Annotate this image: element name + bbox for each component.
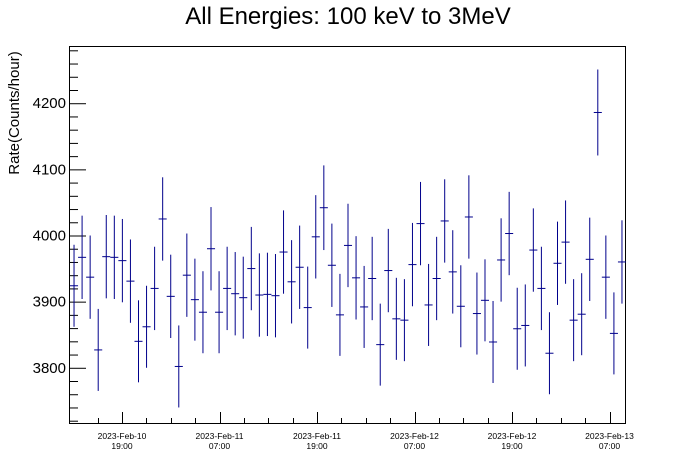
data-point bbox=[472, 272, 481, 355]
data-point bbox=[497, 218, 506, 302]
data-point bbox=[311, 195, 320, 279]
data-point bbox=[70, 244, 79, 327]
data-point bbox=[464, 175, 473, 259]
data-point bbox=[408, 222, 417, 307]
x-tick-date: 2023-Feb-12 bbox=[488, 431, 537, 441]
data-point bbox=[327, 223, 336, 307]
data-point bbox=[239, 256, 248, 339]
y-axis-label: Rate(Counts/hour) bbox=[6, 51, 23, 174]
data-point bbox=[78, 215, 87, 299]
x-tick-time: 19:00 bbox=[111, 441, 133, 451]
data-point bbox=[215, 271, 224, 354]
x-tick-time: 07:00 bbox=[599, 441, 621, 451]
data-point bbox=[126, 239, 135, 323]
data-point bbox=[174, 325, 183, 408]
data-point bbox=[456, 265, 465, 348]
data-point bbox=[352, 236, 361, 320]
data-point bbox=[287, 240, 296, 324]
data-point bbox=[86, 235, 95, 319]
data-point bbox=[424, 263, 433, 346]
x-axis: 2023-Feb-1019:002023-Feb-1107:002023-Feb… bbox=[98, 412, 634, 451]
data-point bbox=[440, 179, 449, 263]
data-point bbox=[368, 236, 377, 321]
data-point bbox=[94, 308, 103, 391]
data-point bbox=[271, 254, 280, 338]
data-point bbox=[279, 210, 288, 294]
data-point bbox=[158, 177, 167, 261]
x-tick-time: 07:00 bbox=[404, 441, 426, 451]
data-point bbox=[521, 284, 530, 367]
data-point bbox=[206, 207, 216, 291]
data-point bbox=[561, 200, 570, 284]
data-points bbox=[70, 69, 626, 408]
data-point bbox=[432, 236, 441, 321]
data-point bbox=[263, 252, 272, 337]
data-point bbox=[577, 273, 586, 356]
data-point bbox=[376, 303, 385, 386]
data-point bbox=[416, 181, 425, 266]
y-tick-label: 4200 bbox=[33, 95, 66, 112]
data-point bbox=[360, 265, 369, 348]
y-tick-label: 4000 bbox=[33, 228, 66, 245]
data-point bbox=[384, 228, 393, 313]
data-point bbox=[223, 246, 232, 331]
x-tick-date: 2023-Feb-10 bbox=[98, 431, 147, 441]
data-point bbox=[505, 191, 514, 276]
x-tick-time: 19:00 bbox=[306, 441, 328, 451]
y-tick-label: 3900 bbox=[33, 294, 66, 311]
data-point bbox=[134, 300, 143, 383]
data-point bbox=[545, 312, 554, 395]
data-point bbox=[601, 235, 610, 319]
data-point bbox=[142, 285, 151, 368]
data-point bbox=[166, 254, 175, 339]
data-point bbox=[617, 220, 626, 304]
data-point bbox=[295, 225, 304, 309]
data-point bbox=[150, 246, 159, 331]
data-point bbox=[182, 233, 191, 317]
data-point bbox=[319, 165, 328, 251]
x-tick-date: 2023-Feb-13 bbox=[585, 431, 634, 441]
data-point bbox=[190, 258, 199, 341]
data-point bbox=[118, 218, 127, 303]
data-point bbox=[529, 208, 538, 292]
data-point bbox=[537, 246, 546, 331]
chart-title: All Energies: 100 keV to 3MeV bbox=[185, 3, 511, 30]
data-point bbox=[247, 226, 256, 311]
data-point bbox=[569, 279, 578, 362]
plot-frame bbox=[69, 46, 626, 424]
y-axis: 3800 3900 4000 4100 4200 bbox=[33, 50, 86, 422]
data-point bbox=[480, 259, 490, 342]
data-point bbox=[231, 252, 240, 336]
x-tick-date: 2023-Feb-11 bbox=[195, 431, 243, 441]
data-point bbox=[489, 300, 498, 383]
data-point bbox=[593, 69, 602, 156]
data-point bbox=[255, 253, 264, 337]
data-point bbox=[110, 215, 119, 299]
y-tick-label: 3800 bbox=[33, 360, 66, 377]
data-point bbox=[400, 279, 409, 362]
x-tick-date: 2023-Feb-11 bbox=[293, 431, 341, 441]
data-point bbox=[335, 273, 344, 356]
data-point bbox=[553, 221, 562, 305]
data-point bbox=[392, 277, 401, 360]
data-point bbox=[513, 287, 522, 370]
y-tick-label: 4100 bbox=[33, 161, 66, 178]
data-point bbox=[303, 266, 312, 349]
data-point bbox=[609, 292, 618, 375]
data-point bbox=[585, 217, 594, 301]
data-point bbox=[102, 214, 111, 299]
data-point bbox=[198, 271, 207, 354]
x-tick-time: 19:00 bbox=[501, 441, 523, 451]
data-point bbox=[448, 230, 457, 314]
x-tick-date: 2023-Feb-12 bbox=[390, 431, 439, 441]
x-tick-time: 07:00 bbox=[209, 441, 231, 451]
data-point bbox=[343, 203, 353, 288]
